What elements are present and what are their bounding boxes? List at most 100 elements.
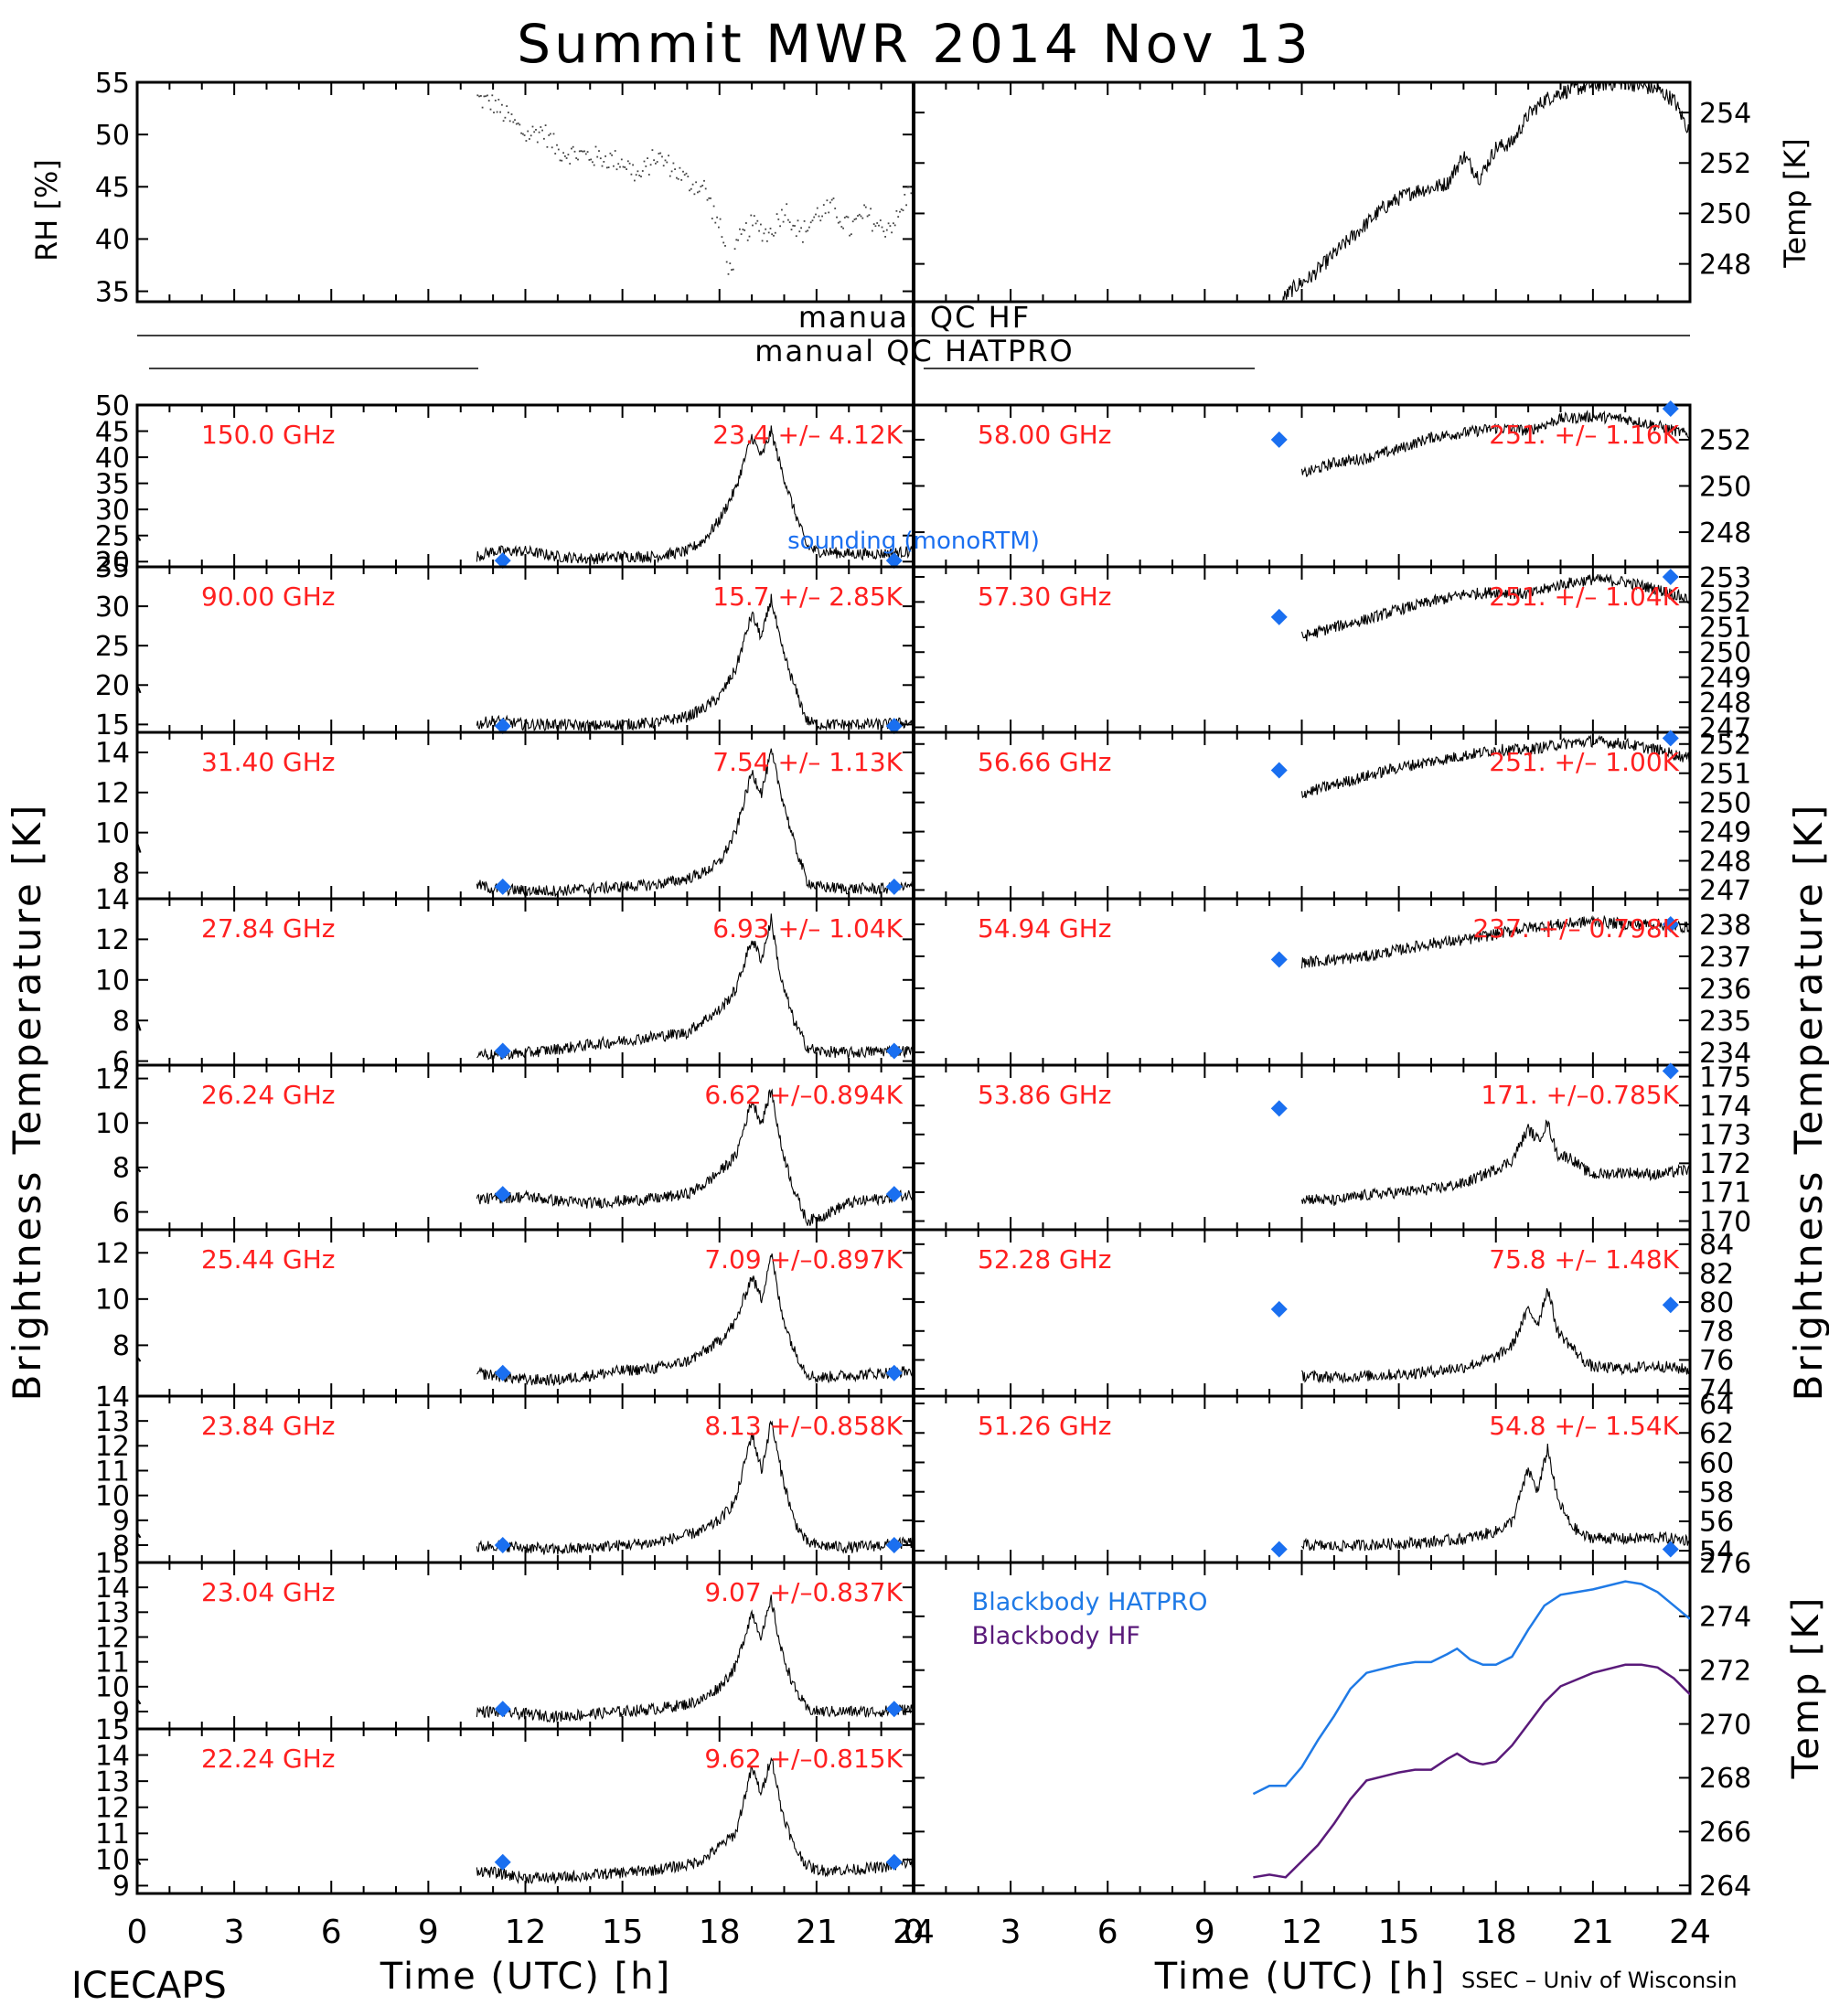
data-point	[891, 231, 893, 234]
data-point	[714, 221, 717, 224]
data-point	[824, 212, 827, 215]
data-point	[605, 166, 608, 169]
panel-57-30-ghz-ytick-label: 253	[1699, 562, 1751, 594]
panel-rh-data	[476, 94, 914, 275]
data-point	[480, 95, 482, 97]
data-point	[784, 214, 786, 217]
data-point	[708, 197, 711, 199]
panel-23-84-ghz-ytick-label: 11	[95, 1456, 130, 1488]
sounding-marker	[885, 1536, 903, 1553]
sounding-marker	[885, 1853, 903, 1871]
data-point	[557, 148, 560, 151]
panel-52-28-ghz-ytick-label: 84	[1699, 1230, 1734, 1262]
panel-57-30-ghz-channel-label: 57.30 GHz	[978, 581, 1112, 612]
panel-51-26-ghz-ytick-label: 54	[1699, 1536, 1734, 1568]
data-point	[868, 214, 871, 217]
data-point	[638, 175, 641, 176]
data-point	[878, 224, 880, 227]
panel-52-28-ghz-channel-label: 52.28 GHz	[978, 1244, 1112, 1275]
data-point	[693, 193, 696, 196]
panel-56-66-ghz-ytick-label: 247	[1699, 875, 1751, 907]
panel-26-24-ghz: 6 8 10 12 26.24 GHz 6.62 +/–0.894K	[95, 1063, 915, 1232]
sounding-marker	[494, 878, 511, 895]
panel-51-26-ghz-ytick-label: 62	[1699, 1418, 1734, 1450]
data-point	[786, 203, 788, 206]
panel-rh-frame	[135, 80, 915, 304]
data-point	[887, 222, 890, 225]
panel-23-84-ghz-ytick-label: 12	[95, 1431, 130, 1463]
panel-23-84-ghz-ytick-label: 14	[95, 1381, 130, 1413]
panel-23-84-ghz-ytick-label: 8	[112, 1531, 130, 1563]
data-point	[514, 119, 516, 122]
data-point	[816, 207, 818, 209]
panel-27-84-ghz-ytick-label: 10	[95, 965, 130, 997]
data-point	[881, 226, 883, 229]
data-point	[604, 155, 606, 157]
panel-rh: 35 40 45 50 55	[95, 68, 915, 308]
panel-rh-points	[476, 94, 914, 275]
panel-56-66-ghz-stats-label: 251. +/– 1.00K	[1489, 747, 1679, 777]
data-point	[540, 126, 542, 128]
data-point	[527, 130, 529, 133]
panel-25-44-ghz-line-start	[137, 1356, 142, 1362]
data-point	[647, 157, 648, 159]
chart-title: Summit MWR 2014 Nov 13	[517, 13, 1311, 75]
panel-27-84-ghz-channel-label: 27.84 GHz	[201, 913, 336, 944]
data-point	[745, 222, 747, 224]
data-point	[829, 201, 831, 204]
data-point	[533, 131, 536, 133]
panel-90-00-ghz-ytick-label: 25	[95, 631, 130, 663]
data-point	[695, 181, 697, 184]
temp-bottom-axis-label: Temp [K]	[1785, 1595, 1827, 1780]
panel-22-24-ghz-ytick-label: 12	[95, 1793, 130, 1825]
x-tick-label-left: 9	[418, 1914, 439, 1951]
data-point	[851, 220, 854, 223]
panel-51-26-ghz-ytick-label: 64	[1699, 1389, 1734, 1421]
x-tick-label-left: 3	[224, 1914, 245, 1951]
data-point	[711, 218, 713, 219]
x-tick-label-left: 24	[893, 1914, 935, 1951]
data-point	[647, 174, 650, 176]
data-point	[677, 177, 679, 180]
data-point	[864, 206, 867, 208]
panel-22-24-ghz-ytick-label: 13	[95, 1766, 130, 1798]
data-point	[565, 157, 568, 159]
sounding-marker	[494, 1701, 511, 1718]
panel-150-0-ghz-ytick-label: 50	[95, 390, 130, 422]
data-point	[700, 186, 702, 187]
data-point	[630, 173, 633, 176]
panel-23-84-ghz-ytick-label: 13	[95, 1406, 130, 1438]
panel-rh-ytick-label: 50	[95, 120, 130, 152]
panel-56-66-ghz-ytick-label: 251	[1699, 759, 1751, 791]
panel-150-0-ghz-ytick-label: 35	[95, 468, 130, 500]
data-point	[704, 187, 707, 190]
panel-150-0-ghz-channel-label: 150.0 GHz	[201, 420, 336, 450]
data-point	[908, 186, 911, 188]
panel-23-84-ghz-stats-label: 8.13 +/–0.858K	[704, 1411, 903, 1441]
panel-54-94-ghz-line	[1300, 914, 1690, 969]
data-point	[659, 152, 662, 155]
data-point	[685, 172, 688, 175]
panel-90-00-ghz-ytick-label: 35	[95, 552, 130, 584]
data-point	[525, 140, 528, 142]
sounding-marker	[494, 552, 511, 570]
panel-52-28-ghz-ytick-label: 76	[1699, 1345, 1734, 1377]
data-point	[842, 227, 844, 229]
data-point	[754, 222, 757, 225]
panel-52-28-ghz-line	[1301, 1287, 1690, 1384]
panel-26-24-ghz-ytick-label: 6	[112, 1197, 130, 1229]
data-point	[710, 197, 711, 199]
panel-54-94-ghz-ytick-label: 234	[1699, 1038, 1751, 1070]
panel-54-94-ghz-stats-label: 237. +/– 0.798K	[1472, 913, 1679, 944]
data-point	[893, 222, 894, 225]
y-axis-label-left: Brightness Temperature [K]	[5, 803, 49, 1402]
data-point	[724, 245, 726, 247]
sounding-marker	[1270, 1301, 1288, 1318]
panel-51-26-ghz-stats-label: 54.8 +/– 1.54K	[1489, 1411, 1679, 1441]
data-point	[727, 272, 730, 275]
panel-53-86-ghz-line	[1300, 1119, 1690, 1206]
data-point	[552, 133, 555, 135]
